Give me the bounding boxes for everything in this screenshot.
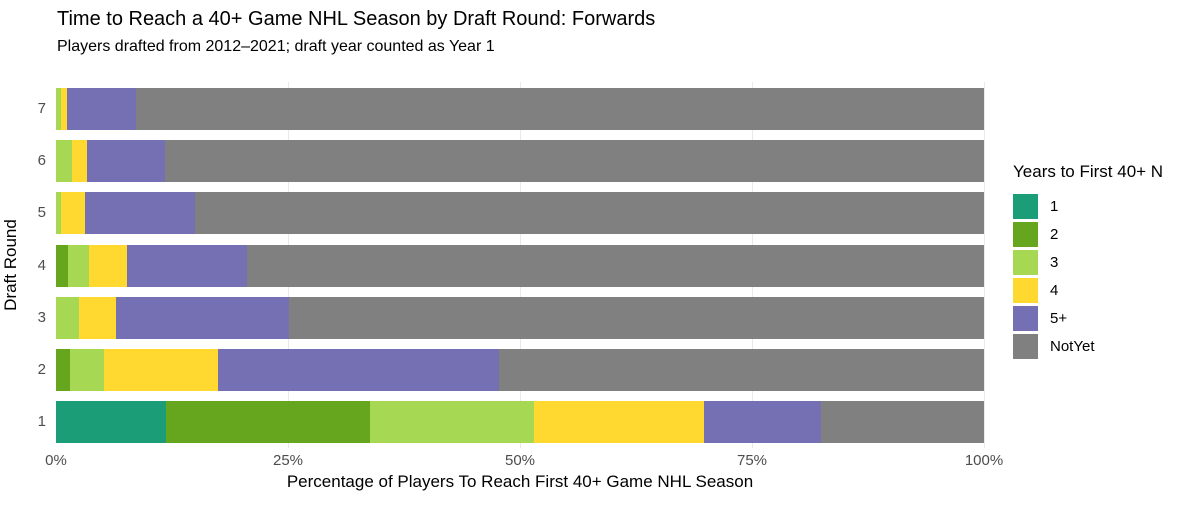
y-tick-label-5: 5: [37, 204, 46, 222]
bar-segment-round-3-years-5+: [116, 296, 289, 339]
bar-segment-round-1-years-5+: [703, 401, 821, 444]
y-tick-label-2: 2: [37, 361, 46, 378]
bar-segment-round-4-years-3: [68, 244, 90, 287]
legend-label: NotYet: [1050, 338, 1095, 355]
legend-entry-NotYet: NotYet: [1013, 334, 1163, 359]
bar-round-6: [56, 140, 984, 183]
bar-segment-round-2-years-3: [69, 349, 105, 391]
bar-segment-round-1-years-1: [56, 401, 167, 444]
bar-round-5: [56, 192, 984, 235]
x-tick-label-0%: 0%: [45, 452, 67, 469]
bar-segment-round-6-years-3: [56, 140, 72, 183]
bar-segment-round-7-years-4: [60, 88, 68, 130]
x-tick-label-25%: 25%: [272, 452, 304, 469]
gridline-100%: [983, 82, 985, 448]
legend-label: 3: [1050, 254, 1059, 271]
legend-label: 2: [1050, 226, 1059, 243]
x-tick-label-100%: 100%: [964, 452, 1004, 469]
legend-swatch-icon: [1013, 278, 1038, 303]
bar-segment-round-3-years-4: [79, 296, 117, 339]
bar-round-4: [56, 244, 984, 287]
legend-swatch-icon: [1013, 250, 1038, 275]
legend-swatch-icon: [1013, 306, 1038, 331]
bar-segment-round-5-years-NotYet: [195, 192, 984, 235]
legend-swatch-icon: [1013, 222, 1038, 247]
bar-segment-round-5-years-4: [60, 192, 85, 235]
legend-label: 4: [1050, 282, 1059, 299]
legend: Years to First 40+ N 1 2 3 4 5+ NotYet: [1013, 162, 1163, 362]
bar-segment-round-2-years-5+: [218, 349, 499, 391]
legend-entry-3: 3: [1013, 250, 1163, 275]
legend-swatch-icon: [1013, 334, 1038, 359]
bar-round-2: [56, 349, 984, 391]
legend-label: 1: [1050, 198, 1059, 215]
bar-segment-round-7-years-NotYet: [135, 88, 984, 130]
legend-entries: 1 2 3 4 5+ NotYet: [1013, 194, 1163, 359]
bar-segment-round-1-years-4: [533, 401, 704, 444]
legend-entry-5+: 5+: [1013, 306, 1163, 331]
y-tick-label-3: 3: [37, 308, 46, 326]
bar-segment-round-1-years-3: [369, 401, 534, 444]
bar-segment-round-1-years-2: [166, 401, 370, 444]
bar-segment-round-6-years-5+: [86, 140, 165, 183]
legend-entry-1: 1: [1013, 194, 1163, 219]
legend-title: Years to First 40+ N: [1013, 162, 1164, 181]
bar-round-1: [56, 401, 984, 444]
legend-swatch-icon: [1013, 194, 1038, 219]
bar-segment-round-2-years-4: [104, 349, 219, 391]
bar-segment-round-4-years-5+: [127, 244, 248, 287]
y-tick-label-7: 7: [37, 100, 46, 117]
bar-segment-round-4-years-4: [89, 244, 128, 287]
bar-segment-round-2-years-NotYet: [498, 349, 984, 391]
bar-round-7: [56, 88, 984, 130]
bar-segment-round-7-years-3: [56, 88, 61, 130]
y-tick-label-4: 4: [37, 256, 46, 274]
bar-segment-round-4-years-NotYet: [247, 244, 984, 287]
bar-segment-round-3-years-NotYet: [288, 296, 984, 339]
y-tick-label-6: 6: [37, 152, 46, 170]
bar-round-3: [56, 296, 984, 339]
chart-subtitle: Players drafted from 2012–2021; draft ye…: [57, 38, 495, 55]
legend-label: 5+: [1050, 310, 1068, 327]
bar-segment-round-2-years-2: [56, 349, 70, 391]
bar-segment-round-5-years-5+: [84, 192, 196, 235]
bar-segment-round-3-years-3: [56, 296, 80, 339]
x-tick-label-50%: 50%: [504, 452, 536, 469]
legend-entry-2: 2: [1013, 222, 1163, 247]
bar-segment-round-1-years-NotYet: [820, 401, 984, 444]
x-tick-label-75%: 75%: [736, 452, 768, 469]
bar-segment-round-4-years-2: [56, 244, 69, 287]
bar-segment-round-6-years-NotYet: [164, 140, 984, 183]
bar-segment-round-7-years-5+: [67, 88, 136, 130]
bar-segment-round-6-years-4: [71, 140, 87, 183]
bar-segment-round-5-years-3: [56, 192, 61, 235]
x-axis-title: Percentage of Players To Reach First 40+…: [286, 472, 754, 491]
legend-entry-4: 4: [1013, 278, 1163, 303]
plot-area: [56, 82, 985, 448]
y-tick-label-1: 1: [37, 413, 46, 431]
chart-title: Time to Reach a 40+ Game NHL Season by D…: [57, 8, 656, 30]
